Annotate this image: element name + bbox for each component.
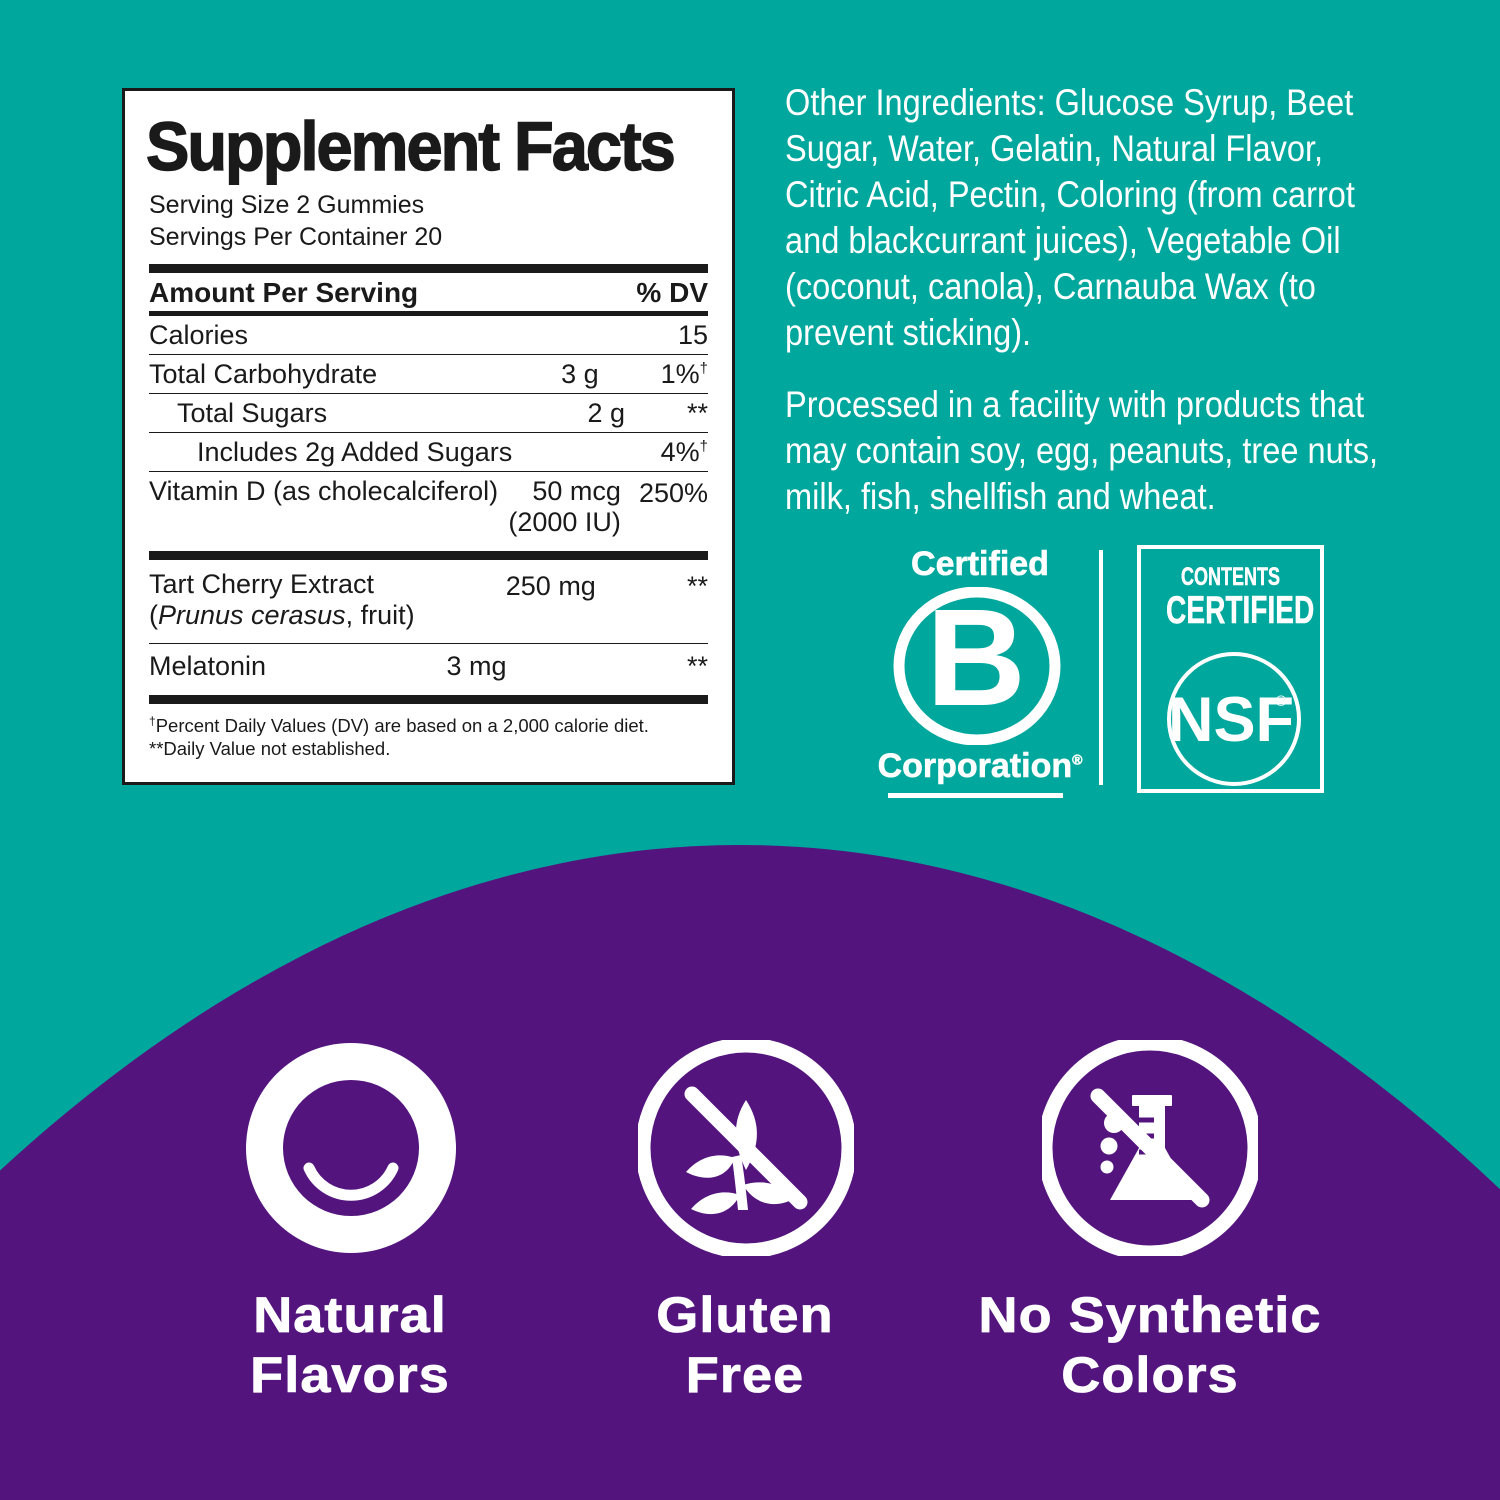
svg-text:®: ® <box>1275 693 1286 710</box>
svg-text:B: B <box>926 587 1026 735</box>
